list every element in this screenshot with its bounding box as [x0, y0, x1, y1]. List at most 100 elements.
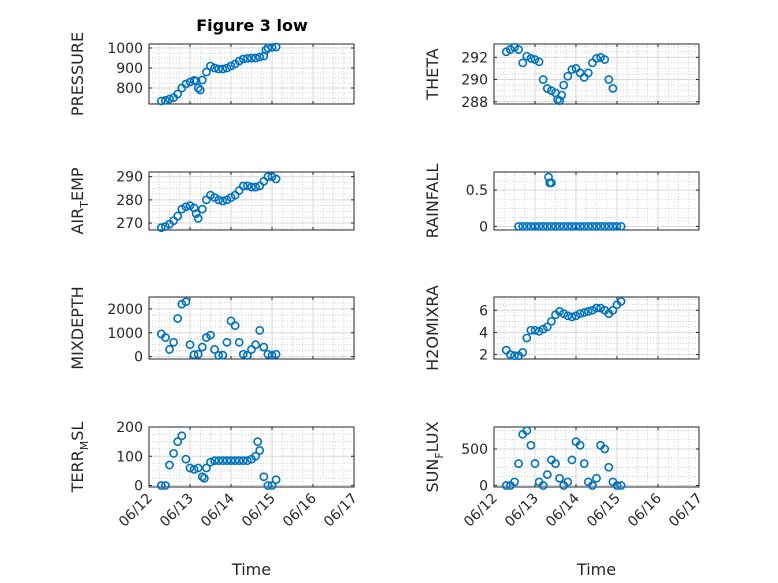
data-point — [579, 308, 589, 317]
data-point — [555, 221, 564, 231]
y-tick-label: 6 — [479, 303, 488, 319]
data-point — [600, 221, 610, 231]
x-tick-label: 06/13 — [157, 491, 197, 531]
data-point — [567, 221, 577, 231]
data-point — [230, 321, 240, 331]
data-point — [538, 221, 548, 231]
data-point — [242, 351, 252, 360]
axes-box — [493, 171, 700, 231]
y-tick-label: 0 — [134, 350, 143, 366]
axes-box — [148, 171, 355, 231]
data-point — [514, 459, 523, 468]
data-point — [210, 345, 219, 354]
data-point — [267, 481, 277, 490]
data-point — [181, 454, 191, 464]
data-point — [238, 54, 248, 64]
y-tick-label: 800 — [116, 81, 143, 97]
data-point — [575, 309, 585, 319]
y-tick-label: 100 — [116, 449, 143, 465]
y-tick-label: 290 — [461, 73, 488, 89]
data-point — [173, 437, 183, 447]
y-tick-label: 4 — [479, 325, 488, 341]
data-point — [563, 71, 573, 81]
data-point — [210, 63, 219, 73]
data-point — [199, 473, 209, 483]
data-point — [191, 209, 201, 219]
data-point — [206, 61, 215, 71]
data-point — [555, 96, 564, 106]
x-tick-label: 06/15 — [584, 491, 624, 531]
subplot-6: 2 4 6 H2OMIXRA — [423, 285, 700, 371]
data-point — [567, 312, 577, 322]
x-tick-label: 06/17 — [321, 491, 361, 531]
subplot-2: 288 290 292 THETA — [423, 42, 700, 111]
data-point — [251, 340, 260, 350]
y-tick-label: 292 — [461, 50, 488, 66]
data-point — [522, 333, 532, 343]
data-point — [271, 174, 281, 184]
data-point — [242, 456, 252, 466]
data-point — [251, 451, 260, 461]
data-point — [518, 347, 528, 357]
x-tick-label: 06/12 — [461, 491, 501, 531]
data-point — [165, 345, 174, 354]
data-point — [530, 325, 540, 335]
data-point — [251, 53, 260, 63]
data-point — [522, 426, 532, 436]
data-point — [195, 85, 205, 95]
data-point — [514, 45, 523, 54]
data-point — [242, 181, 252, 191]
data-point — [218, 196, 228, 206]
data-point — [559, 80, 569, 90]
axes-box — [493, 296, 700, 360]
y-tick-label: 0.5 — [466, 183, 488, 199]
data-point — [522, 221, 532, 231]
data-point — [222, 456, 232, 466]
data-point — [189, 350, 199, 360]
data-point — [214, 195, 224, 205]
data-point — [547, 316, 556, 326]
data-point — [255, 52, 265, 62]
axes-box — [148, 43, 355, 105]
y-axis-label: AIRTEMP — [68, 167, 91, 234]
data-point — [271, 349, 281, 359]
y-axis-label: RAINFALL — [423, 164, 442, 239]
data-point — [214, 456, 224, 466]
y-axis-label: THETA — [423, 48, 442, 100]
x-tick-label: 06/14 — [198, 490, 238, 530]
data-point — [501, 345, 511, 355]
data-point — [206, 330, 215, 340]
data-point — [263, 481, 273, 490]
data-point — [538, 75, 548, 84]
figure-title: Figure 3 low — [196, 16, 308, 35]
data-point — [234, 56, 244, 66]
data-point — [514, 221, 523, 231]
y-tick-label: 200 — [116, 420, 143, 436]
data-point — [173, 314, 183, 323]
data-point — [226, 61, 236, 71]
data-point — [160, 96, 170, 105]
data-point — [160, 481, 170, 490]
data-point — [616, 221, 626, 231]
data-point — [222, 337, 232, 347]
data-point — [612, 221, 622, 231]
data-point — [197, 342, 207, 352]
data-point — [193, 83, 203, 93]
data-point — [259, 472, 269, 482]
data-point — [592, 303, 601, 313]
data-point — [165, 94, 174, 104]
data-point — [242, 54, 252, 63]
data-point — [156, 481, 166, 490]
data-point — [271, 42, 281, 52]
data-point — [600, 55, 610, 64]
data-point — [616, 481, 626, 490]
data-point — [160, 333, 170, 342]
data-point — [557, 90, 567, 100]
data-point — [608, 305, 618, 315]
data-point — [518, 58, 528, 68]
data-point — [263, 43, 273, 53]
data-point — [616, 297, 626, 306]
data-point — [189, 465, 199, 474]
data-point — [173, 211, 183, 221]
data-point — [201, 463, 211, 473]
